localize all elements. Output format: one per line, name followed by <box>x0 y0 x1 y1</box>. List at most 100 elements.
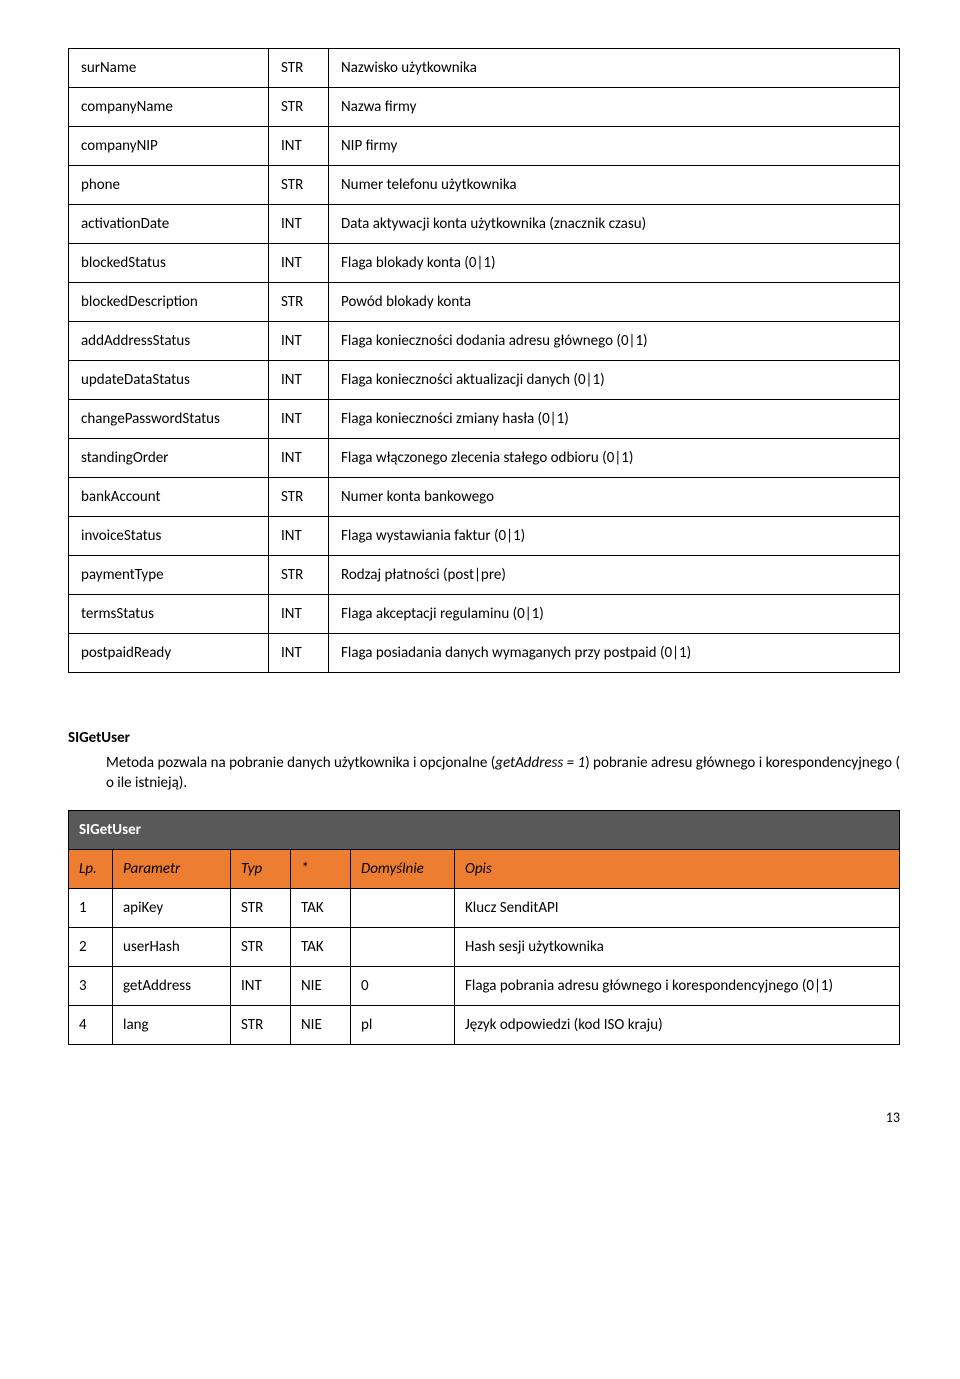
table-row: phoneSTRNumer telefonu użytkownika <box>69 166 900 205</box>
field-name: blockedDescription <box>69 283 269 322</box>
col-opis: Opis <box>455 849 900 888</box>
table-row: blockedStatusINTFlaga blokady konta (0|1… <box>69 244 900 283</box>
field-desc: Nazwisko użytkownika <box>329 49 900 88</box>
cell-def: 0 <box>351 966 455 1005</box>
field-type: STR <box>269 478 329 517</box>
field-desc: Numer telefonu użytkownika <box>329 166 900 205</box>
table-row: blockedDescriptionSTRPowód blokady konta <box>69 283 900 322</box>
params-table: SIGetUser Lp. Parametr Typ * Domyślnie O… <box>68 810 900 1045</box>
col-def: Domyślnie <box>351 849 455 888</box>
cell-req: TAK <box>291 927 351 966</box>
field-desc: Flaga konieczności aktualizacji danych (… <box>329 361 900 400</box>
table-row: surNameSTRNazwisko użytkownika <box>69 49 900 88</box>
table-row: 3getAddressINTNIE0Flaga pobrania adresu … <box>69 966 900 1005</box>
field-name: updateDataStatus <box>69 361 269 400</box>
field-name: bankAccount <box>69 478 269 517</box>
table-row: bankAccountSTRNumer konta bankowego <box>69 478 900 517</box>
section-title: SIGetUser <box>68 729 900 747</box>
cell-param: userHash <box>113 927 231 966</box>
field-name: invoiceStatus <box>69 517 269 556</box>
field-desc: Flaga wystawiania faktur (0|1) <box>329 517 900 556</box>
cell-typ: INT <box>231 966 291 1005</box>
field-name: activationDate <box>69 205 269 244</box>
field-type: INT <box>269 244 329 283</box>
field-name: phone <box>69 166 269 205</box>
col-param: Parametr <box>113 849 231 888</box>
field-name: blockedStatus <box>69 244 269 283</box>
cell-lp: 1 <box>69 888 113 927</box>
cell-lp: 2 <box>69 927 113 966</box>
field-desc: Flaga akceptacji regulaminu (0|1) <box>329 595 900 634</box>
table-row: paymentTypeSTRRodzaj płatności (post|pre… <box>69 556 900 595</box>
field-name: standingOrder <box>69 439 269 478</box>
field-desc: NIP firmy <box>329 127 900 166</box>
field-desc: Data aktywacji konta użytkownika (znaczn… <box>329 205 900 244</box>
params-table-title-row: SIGetUser <box>69 810 900 849</box>
field-type: STR <box>269 88 329 127</box>
field-type: INT <box>269 205 329 244</box>
table-row: postpaidReadyINTFlaga posiadania danych … <box>69 634 900 673</box>
col-req: * <box>291 849 351 888</box>
field-name: surName <box>69 49 269 88</box>
cell-typ: STR <box>231 888 291 927</box>
params-table-header-row: Lp. Parametr Typ * Domyślnie Opis <box>69 849 900 888</box>
cell-lp: 4 <box>69 1005 113 1044</box>
col-lp: Lp. <box>69 849 113 888</box>
field-type: INT <box>269 127 329 166</box>
page-number: 13 <box>68 1109 900 1126</box>
table-row: invoiceStatusINTFlaga wystawiania faktur… <box>69 517 900 556</box>
cell-typ: STR <box>231 927 291 966</box>
table-row: updateDataStatusINTFlaga konieczności ak… <box>69 361 900 400</box>
table-row: companyNameSTRNazwa firmy <box>69 88 900 127</box>
field-desc: Nazwa firmy <box>329 88 900 127</box>
field-type: STR <box>269 166 329 205</box>
field-type: INT <box>269 595 329 634</box>
field-name: postpaidReady <box>69 634 269 673</box>
field-desc: Flaga włączonego zlecenia stałego odbior… <box>329 439 900 478</box>
cell-lp: 3 <box>69 966 113 1005</box>
field-desc: Powód blokady konta <box>329 283 900 322</box>
cell-def <box>351 927 455 966</box>
field-type: STR <box>269 283 329 322</box>
table-row: changePasswordStatusINTFlaga koniecznośc… <box>69 400 900 439</box>
cell-param: apiKey <box>113 888 231 927</box>
cell-req: NIE <box>291 966 351 1005</box>
field-type: INT <box>269 400 329 439</box>
cell-def: pl <box>351 1005 455 1044</box>
table-row: 1apiKeySTRTAK Klucz SenditAPI <box>69 888 900 927</box>
field-name: companyNIP <box>69 127 269 166</box>
cell-param: lang <box>113 1005 231 1044</box>
field-desc: Numer konta bankowego <box>329 478 900 517</box>
field-name: paymentType <box>69 556 269 595</box>
cell-opis: Flaga pobrania adresu głównego i korespo… <box>455 966 900 1005</box>
field-name: companyName <box>69 88 269 127</box>
table-row: 4langSTRNIEplJęzyk odpowiedzi (kod ISO k… <box>69 1005 900 1044</box>
cell-opis: Klucz SenditAPI <box>455 888 900 927</box>
table-row: companyNIPINTNIP firmy <box>69 127 900 166</box>
field-type: STR <box>269 49 329 88</box>
field-type: INT <box>269 634 329 673</box>
params-table-title: SIGetUser <box>69 810 900 849</box>
cell-typ: STR <box>231 1005 291 1044</box>
table-row: activationDateINTData aktywacji konta uż… <box>69 205 900 244</box>
field-type: STR <box>269 556 329 595</box>
desc-text-em: getAddress = 1 <box>495 754 585 772</box>
table-row: 2userHashSTRTAKHash sesji użytkownika <box>69 927 900 966</box>
table-row: standingOrderINTFlaga włączonego zleceni… <box>69 439 900 478</box>
table-row: addAddressStatusINTFlaga konieczności do… <box>69 322 900 361</box>
field-name: termsStatus <box>69 595 269 634</box>
field-type: INT <box>269 322 329 361</box>
cell-def <box>351 888 455 927</box>
col-typ: Typ <box>231 849 291 888</box>
field-desc: Flaga posiadania danych wymaganych przy … <box>329 634 900 673</box>
cell-opis: Język odpowiedzi (kod ISO kraju) <box>455 1005 900 1044</box>
table-row: termsStatusINTFlaga akceptacji regulamin… <box>69 595 900 634</box>
cell-req: NIE <box>291 1005 351 1044</box>
field-desc: Flaga konieczności dodania adresu główne… <box>329 322 900 361</box>
section-description: Metoda pozwala na pobranie danych użytko… <box>106 753 900 794</box>
field-name: addAddressStatus <box>69 322 269 361</box>
field-desc: Flaga blokady konta (0|1) <box>329 244 900 283</box>
field-type: INT <box>269 517 329 556</box>
cell-param: getAddress <box>113 966 231 1005</box>
cell-req: TAK <box>291 888 351 927</box>
